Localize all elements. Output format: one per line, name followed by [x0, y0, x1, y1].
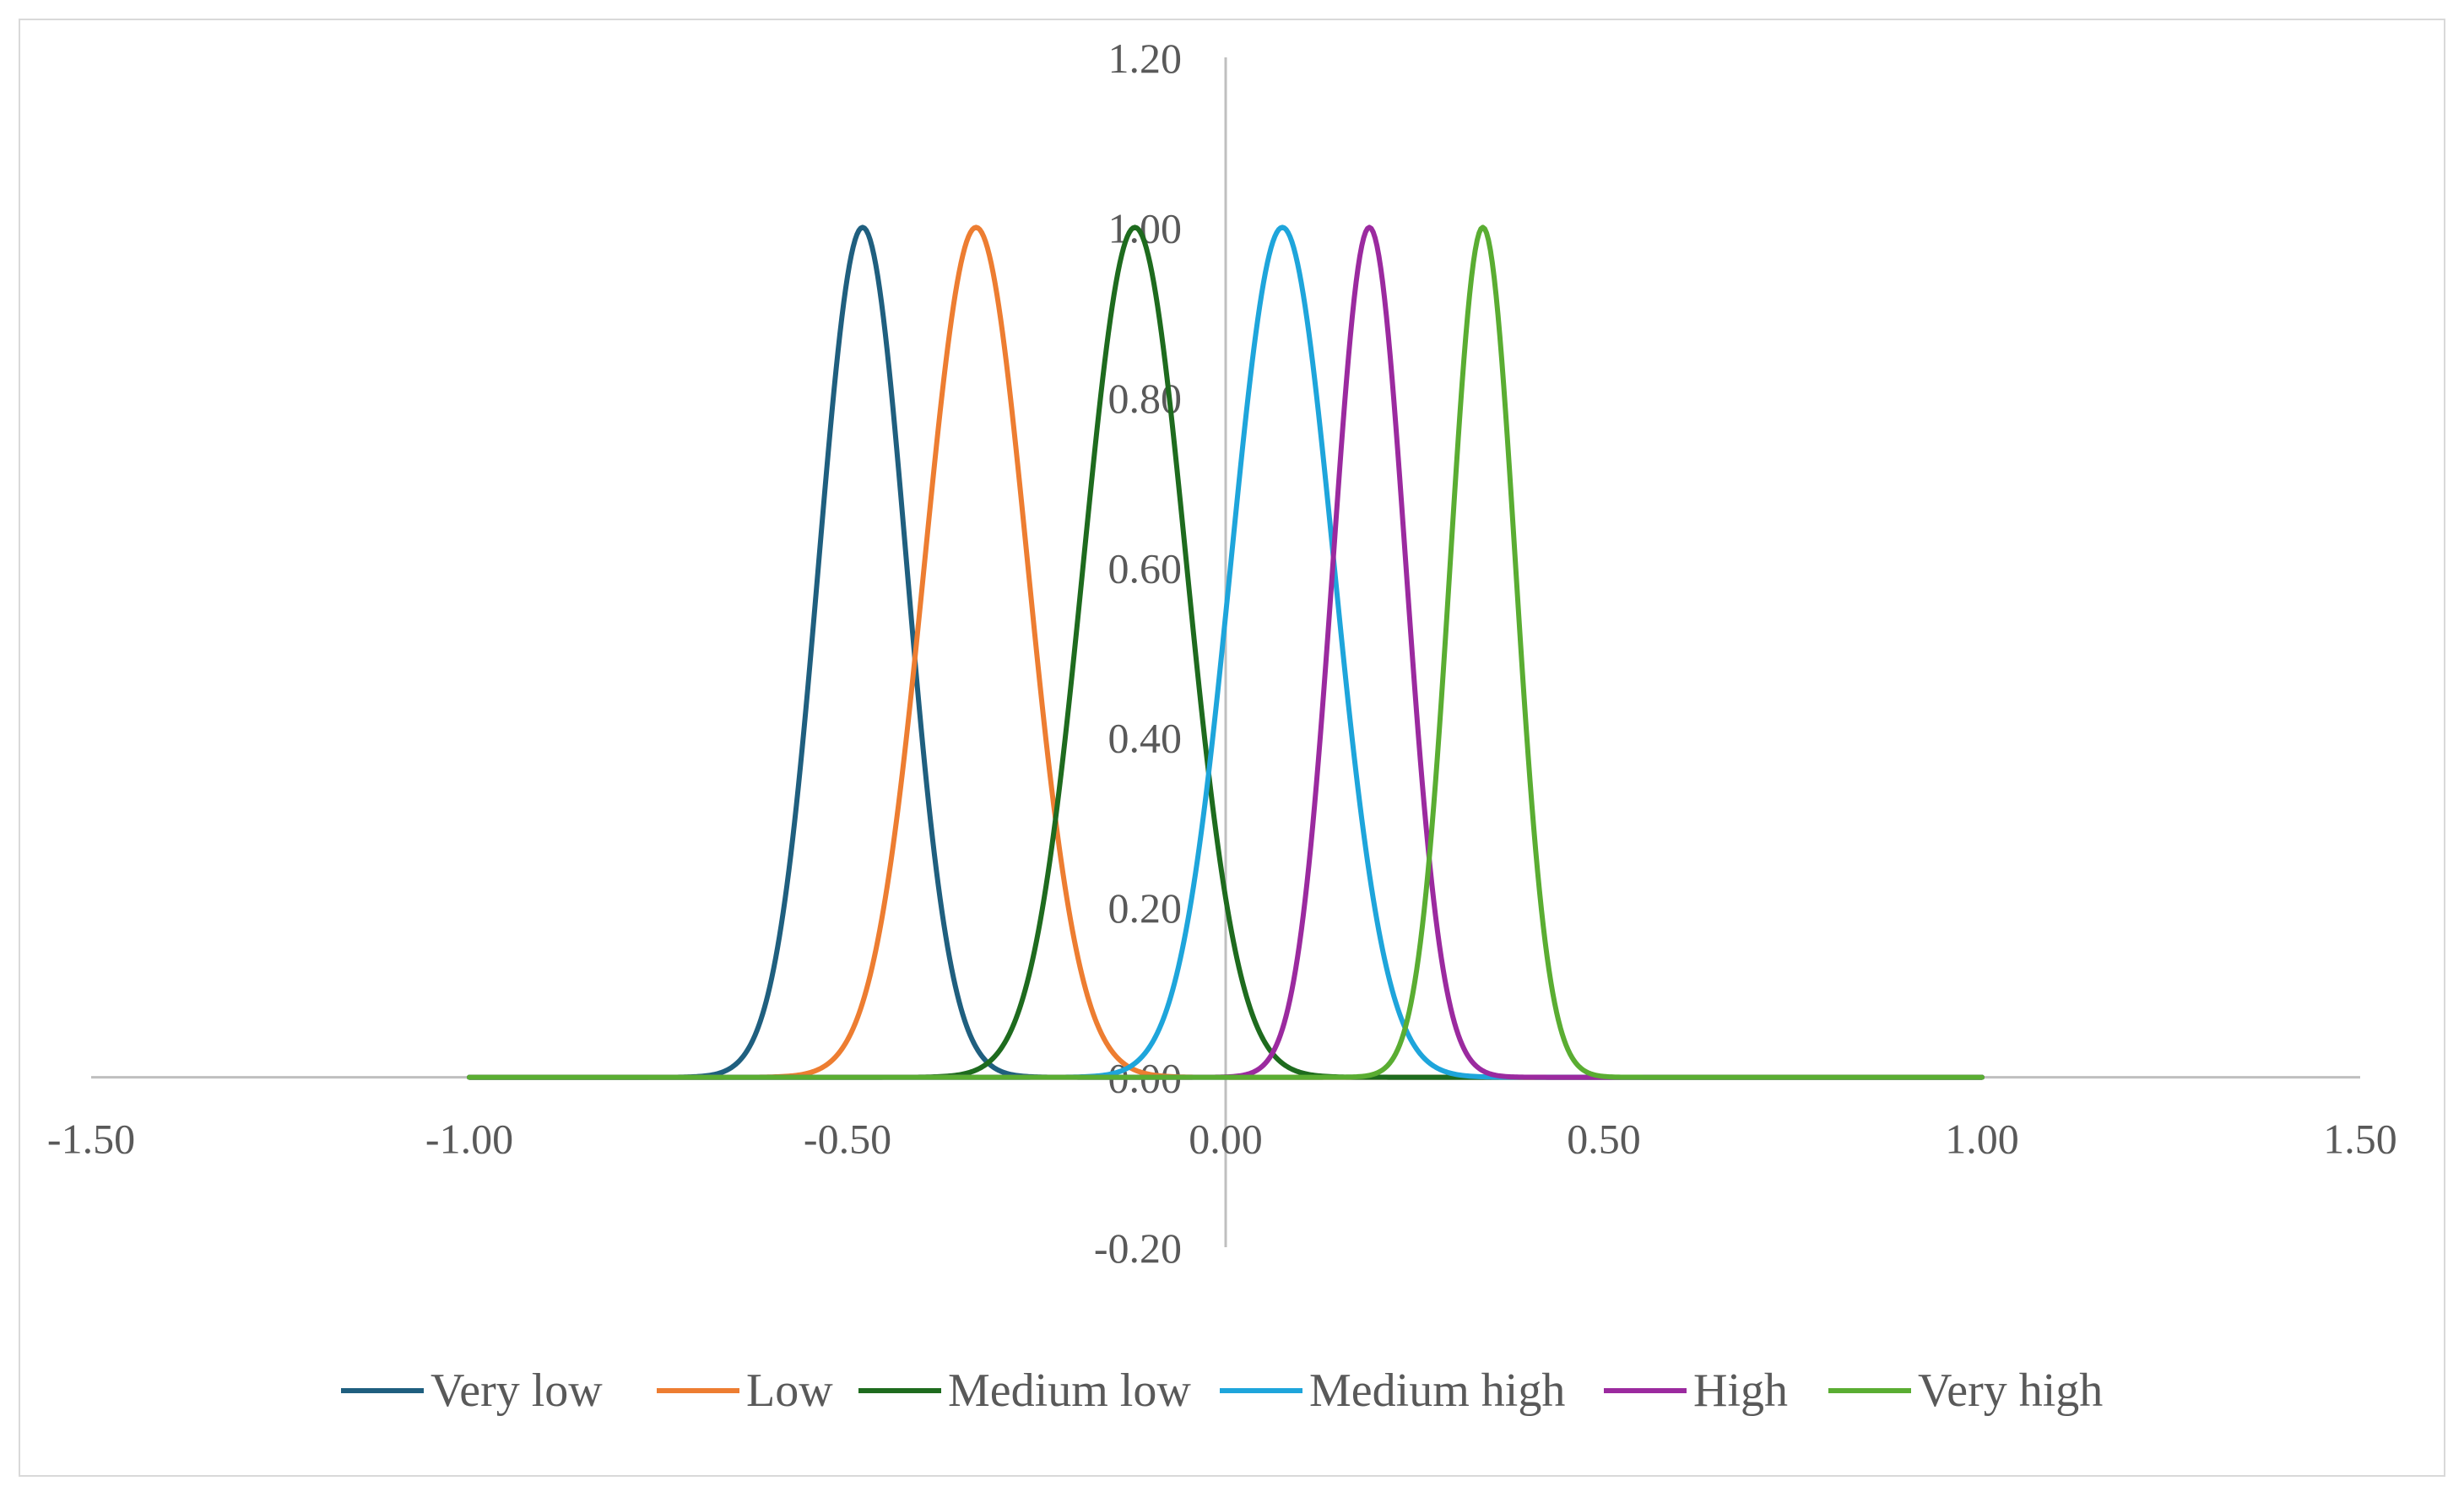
- legend-label: Low: [746, 1365, 833, 1417]
- y-tick-label: 0.60: [1108, 544, 1183, 592]
- x-tick-label: 0.00: [1189, 1116, 1263, 1163]
- series-line-very-high: [467, 224, 1985, 1080]
- legend-item-low: Low: [657, 1365, 833, 1417]
- x-tick-label: -1.00: [425, 1116, 513, 1163]
- chart-frame: [19, 19, 2445, 1477]
- x-tick-label: 1.00: [1945, 1116, 2019, 1163]
- legend-label: Medium high: [1309, 1365, 1565, 1417]
- legend-item-very-low: Very low: [341, 1365, 603, 1417]
- legend-item-very-high: Very high: [1828, 1365, 2103, 1417]
- x-tick-label: 0.50: [1567, 1116, 1641, 1163]
- x-tick-label: 1.50: [2323, 1116, 2397, 1163]
- series: [467, 224, 1985, 1080]
- legend-item-medium-high: Medium high: [1220, 1365, 1565, 1417]
- y-tick-label: -0.20: [1094, 1224, 1182, 1272]
- y-tick-label: 0.40: [1108, 715, 1183, 762]
- legend-item-medium-low: Medium low: [858, 1365, 1191, 1417]
- legend-label: Very high: [1918, 1365, 2103, 1417]
- y-tick-label: 1.20: [1108, 35, 1183, 82]
- x-tick-labels: -1.50 -1.00 -0.50 0.00 0.50 1.00 1.50: [47, 1116, 2397, 1163]
- legend-label: High: [1693, 1365, 1788, 1417]
- axes: [91, 57, 2360, 1247]
- y-tick-label: 0.20: [1108, 884, 1183, 932]
- y-tick-labels: -0.200.000.200.400.600.801.001.20: [1094, 35, 1182, 1272]
- x-tick-label: -1.50: [47, 1116, 135, 1163]
- legend: Very low Low Medium low Medium high High Very…: [341, 1365, 2103, 1417]
- legend-label: Very low: [431, 1365, 603, 1417]
- legend-item-high: High: [1604, 1365, 1788, 1417]
- legend-label: Medium low: [948, 1365, 1191, 1417]
- x-tick-label: -0.50: [804, 1116, 891, 1163]
